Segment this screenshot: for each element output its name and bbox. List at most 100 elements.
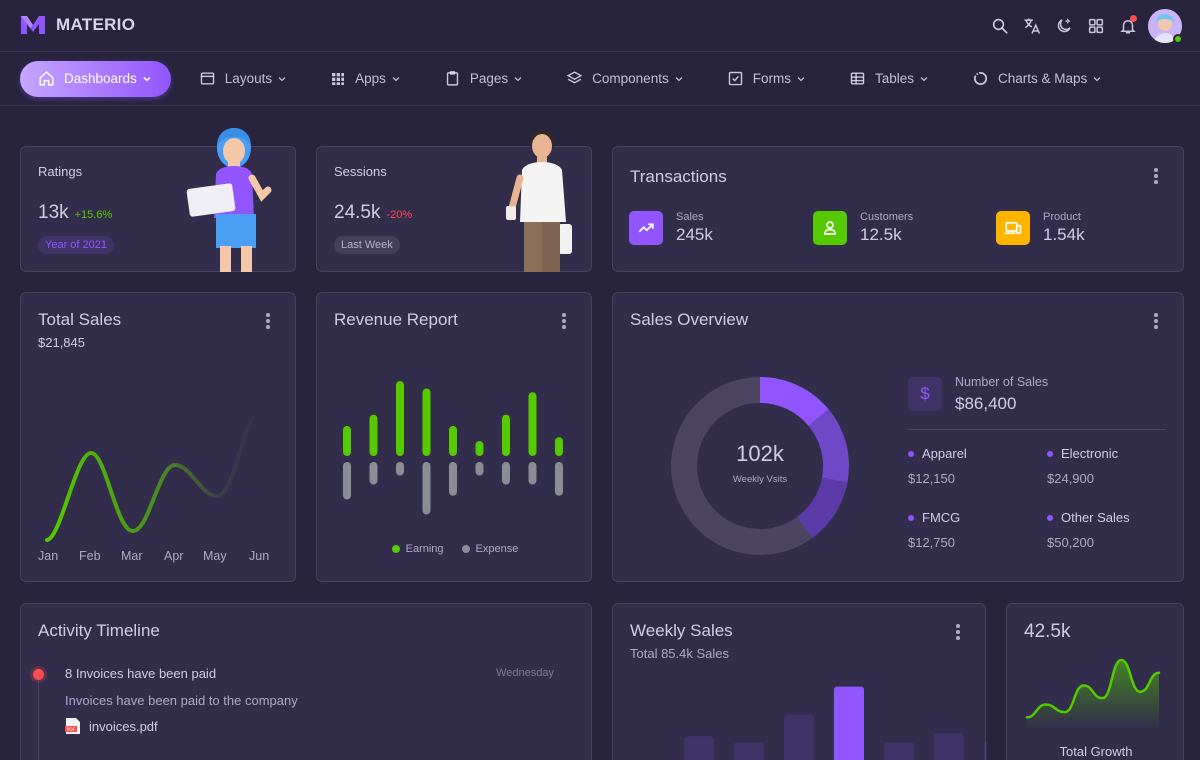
donut-slice <box>760 377 829 426</box>
man-with-cup-illustration <box>506 129 572 272</box>
weekly-sales-bar-chart <box>684 686 987 760</box>
clipboard-icon <box>446 71 459 86</box>
weekly-sales-subtitle: Total 85.4k Sales <box>630 646 730 661</box>
expense-bar <box>369 462 378 485</box>
online-status-dot <box>1173 34 1183 44</box>
earning-bar <box>449 426 457 456</box>
svg-text:PDF: PDF <box>67 727 76 733</box>
revenue-legend: Earning Expense <box>317 543 593 555</box>
tx-sales: Sales 245k <box>629 211 713 245</box>
total-sales-line-chart <box>45 416 255 542</box>
expense-bar <box>343 462 351 500</box>
month-label: Feb <box>79 549 101 563</box>
expense-bar <box>502 462 510 485</box>
nav-label: Tables <box>874 71 914 86</box>
theme-moon-icon[interactable] <box>1048 8 1080 44</box>
total-growth-card: 42.5k Total Growth <box>1006 603 1184 760</box>
month-label: Jan <box>38 549 59 563</box>
app-logo[interactable]: MATERIO <box>20 14 135 36</box>
transactions-title: Transactions <box>630 167 727 186</box>
nav-label: Charts & Maps <box>997 71 1088 86</box>
tx-value: 245k <box>676 225 713 244</box>
notification-badge <box>1130 15 1137 22</box>
timeline-line <box>38 680 39 760</box>
weekly-bar <box>984 742 987 760</box>
nav-tables[interactable]: Tables <box>835 61 944 97</box>
apps-grid-icon <box>332 72 345 85</box>
sessions-label: Sessions <box>334 164 387 179</box>
tx-label: Customers <box>860 211 914 223</box>
month-label: Jun <box>249 549 270 563</box>
expense-bar <box>422 462 431 515</box>
sales-item-name: FMCG <box>922 510 961 525</box>
weekly-bar <box>784 714 814 760</box>
sales-item-other: Other Sales $50,200 <box>1047 510 1130 550</box>
sales-item-value: $24,900 <box>1047 471 1094 486</box>
total-growth-value: 42.5k <box>1024 621 1071 642</box>
earning-bar <box>475 441 484 456</box>
more-vertical-icon[interactable] <box>948 622 968 642</box>
nav-forms[interactable]: Forms <box>713 61 821 97</box>
tx-label: Product <box>1043 211 1081 223</box>
nav-charts-maps[interactable]: Charts & Maps <box>958 61 1117 97</box>
total-sales-card: Total Sales $21,845 Jan Feb Mar Apr May … <box>20 292 296 582</box>
nav-dashboards[interactable]: Dashboards <box>20 60 171 97</box>
number-of-sales-label: Number of Sales <box>955 375 1049 389</box>
nav-pages[interactable]: Pages <box>430 61 538 97</box>
donut-slice <box>797 477 848 539</box>
nav-apps[interactable]: Apps <box>316 61 416 97</box>
total-sales-title: Total Sales <box>38 310 122 329</box>
search-icon[interactable] <box>984 8 1016 44</box>
sales-item-name: Electronic <box>1061 446 1119 461</box>
weekly-sales-card: Weekly Sales Total 85.4k Sales <box>612 603 987 760</box>
weekly-bar <box>734 742 764 760</box>
month-label: Apr <box>164 549 184 563</box>
chevron-down-icon <box>920 76 928 81</box>
trending-up-icon <box>629 211 663 245</box>
more-vertical-icon[interactable] <box>554 311 574 331</box>
sessions-chip: Last Week <box>334 236 400 254</box>
app-name: MATERIO <box>56 15 136 34</box>
expense-bar <box>396 462 404 476</box>
donut-chart-icon <box>973 71 988 86</box>
earning-bar <box>422 388 431 456</box>
nav-components[interactable]: Components <box>552 61 699 97</box>
nav-layouts[interactable]: Layouts <box>185 61 302 97</box>
growth-line <box>1025 658 1161 719</box>
earning-bar <box>555 437 563 456</box>
expense-bar <box>555 462 563 496</box>
more-vertical-icon[interactable] <box>1146 166 1166 186</box>
pdf-file-icon: PDF <box>65 718 80 734</box>
bell-icon[interactable] <box>1112 8 1144 44</box>
donut-center-label: Weekly Vsits <box>732 474 788 485</box>
donut-slice <box>671 377 813 555</box>
earning-bar <box>502 414 510 456</box>
translate-icon[interactable] <box>1016 8 1048 44</box>
legend-label: Expense <box>475 543 519 555</box>
total-growth-area-chart <box>1025 658 1161 730</box>
weekly-sales-title: Weekly Sales <box>630 621 733 640</box>
chevron-down-icon <box>278 76 286 81</box>
sales-item-fmcg: FMCG $12,750 <box>908 510 960 550</box>
attachment-invoices[interactable]: PDF invoices.pdf <box>65 717 158 735</box>
sales-item-value: $12,150 <box>908 471 955 486</box>
sessions-number: 24.5k <box>334 202 381 223</box>
revenue-report-card: Revenue Report Earning Expense <box>316 292 592 582</box>
chevron-down-icon <box>143 76 151 82</box>
shortcuts-grid-icon[interactable] <box>1080 8 1112 44</box>
legend-label: Earning <box>405 543 444 555</box>
more-vertical-icon[interactable] <box>258 311 278 331</box>
more-vertical-icon[interactable] <box>1146 311 1166 331</box>
chevron-down-icon <box>514 76 522 81</box>
avatar[interactable] <box>1148 9 1183 44</box>
checkbox-icon <box>728 71 742 86</box>
sales-overview-donut-chart <box>671 377 849 555</box>
girl-with-laptop-illustration <box>186 128 272 272</box>
ratings-label: Ratings <box>38 164 83 179</box>
divider <box>908 429 1166 430</box>
chevron-down-icon <box>392 76 400 81</box>
chevron-down-icon <box>1093 76 1101 81</box>
timeline-entry-time: Wednesday <box>496 667 554 679</box>
ratings-chip: Year of 2021 <box>38 236 114 254</box>
main-nav: Dashboards Layouts Apps Pages Components… <box>0 52 1200 106</box>
